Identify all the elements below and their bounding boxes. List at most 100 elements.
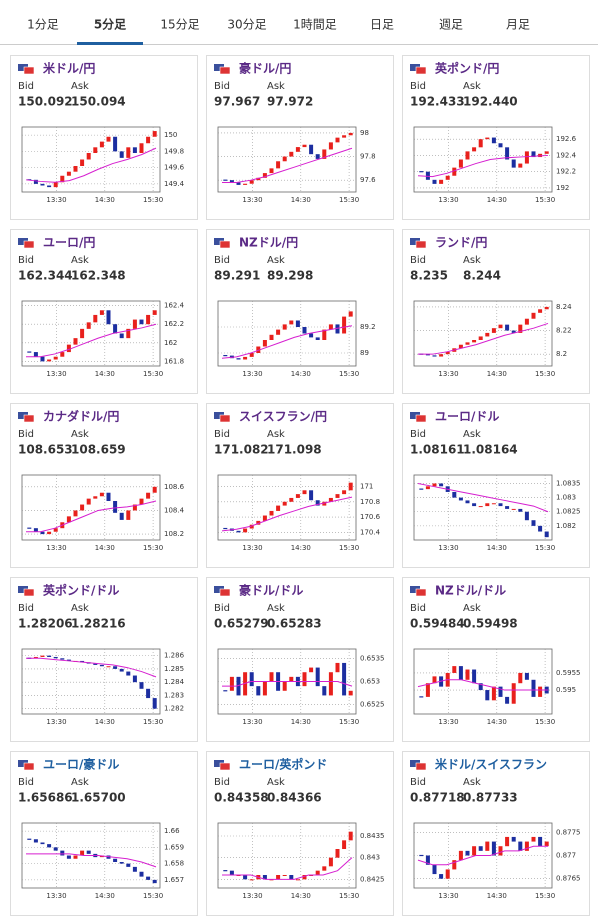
candle: [511, 836, 516, 842]
bid-label: Bid: [410, 429, 426, 440]
card-title[interactable]: 豪ドル/円: [239, 61, 291, 76]
x-tick-label: 13:30: [46, 370, 66, 378]
candle: [33, 352, 38, 357]
card-title[interactable]: NZドル/円: [239, 236, 298, 250]
flag: [214, 64, 224, 71]
ask-value: 108.659: [71, 443, 126, 457]
candle: [328, 324, 333, 330]
candle: [425, 855, 430, 865]
candle: [485, 332, 490, 337]
candle: [472, 846, 477, 856]
candle: [249, 180, 254, 184]
bid-value: 97.967: [214, 95, 260, 109]
plot-area: [413, 126, 553, 193]
candle: [458, 666, 463, 680]
y-tick-label: 150: [164, 131, 177, 139]
candle: [491, 841, 496, 856]
candle: [538, 309, 543, 313]
candle: [119, 512, 124, 520]
candle: [282, 681, 287, 691]
candle: [458, 159, 463, 168]
ask-label: Ask: [267, 777, 285, 788]
tab[interactable]: 30分足: [227, 18, 266, 32]
tab[interactable]: 週足: [439, 18, 463, 32]
ask-value: 0.87733: [463, 791, 518, 805]
card-title[interactable]: 英ポンド/円: [435, 61, 499, 76]
candle: [40, 842, 45, 845]
tab[interactable]: 1分足: [27, 18, 59, 32]
candle: [126, 863, 131, 867]
card-title[interactable]: カナダドル/円: [43, 409, 119, 424]
x-tick-label: 13:30: [438, 718, 458, 726]
moving-average: [26, 657, 157, 678]
card-title[interactable]: 米ドル/スイスフラン: [435, 757, 547, 772]
moving-average: [25, 147, 157, 183]
tab[interactable]: 月足: [506, 18, 530, 32]
card-title[interactable]: ユーロ/ドル: [435, 410, 499, 424]
y-tick-label: 8.22: [556, 327, 572, 335]
y-tick-label: 8.2: [556, 350, 567, 358]
x-tick-label: 15:30: [535, 718, 555, 726]
bid-value: 171.082: [214, 443, 269, 457]
tab[interactable]: 5分足: [94, 17, 126, 32]
candle: [335, 137, 340, 143]
candle: [282, 501, 287, 506]
x-tick-label: 13:30: [242, 370, 262, 378]
candle: [86, 153, 91, 160]
candle: [511, 683, 516, 704]
candle: [485, 503, 490, 507]
flag: [23, 414, 35, 423]
card-title[interactable]: NZドル/ドル: [435, 584, 506, 598]
candle: [60, 175, 65, 183]
candle: [505, 324, 510, 331]
tab[interactable]: 日足: [370, 18, 394, 32]
card-title[interactable]: ランド/円: [435, 236, 487, 250]
bid-value: 162.344: [18, 269, 73, 283]
candle: [348, 132, 353, 136]
flag: [23, 66, 35, 75]
ask-value: 192.440: [463, 95, 518, 109]
candle: [249, 672, 254, 687]
card-title[interactable]: 英ポンド/ドル: [43, 583, 119, 598]
candle: [152, 879, 157, 884]
candle: [93, 496, 98, 499]
ask-value: 171.098: [267, 443, 322, 457]
card-title[interactable]: スイスフラン/円: [239, 410, 327, 424]
candle: [465, 342, 470, 345]
plot-area: [21, 126, 161, 193]
ask-value: 150.094: [71, 95, 126, 109]
ask-value: 162.348: [71, 269, 126, 283]
candle: [322, 866, 327, 871]
candle: [472, 340, 477, 343]
flag: [410, 64, 420, 71]
bid-value: 1.08161: [410, 443, 465, 457]
flag: [219, 240, 231, 249]
candle: [445, 351, 450, 355]
ask-label: Ask: [267, 255, 285, 266]
tab[interactable]: 1時間足: [293, 18, 337, 32]
card-title[interactable]: 豪ドル/ドル: [239, 583, 303, 598]
tab[interactable]: 15分足: [160, 18, 199, 32]
candle: [518, 508, 523, 512]
x-tick-label: 13:30: [46, 544, 66, 552]
bid-value: 192.433: [410, 95, 465, 109]
card-title[interactable]: 米ドル/円: [43, 61, 95, 76]
x-tick-label: 14:30: [291, 196, 311, 204]
card-title[interactable]: ユーロ/豪ドル: [43, 757, 119, 772]
candle: [328, 672, 333, 696]
bid-label: Bid: [410, 81, 426, 92]
flag: [410, 760, 420, 767]
x-tick-label: 15:30: [143, 196, 163, 204]
card-title[interactable]: ユーロ/円: [43, 236, 95, 250]
card-title[interactable]: ユーロ/英ポンド: [239, 757, 327, 772]
moving-average: [221, 325, 353, 359]
candle: [348, 482, 353, 491]
candle: [485, 690, 490, 701]
flag: [410, 238, 420, 245]
flag: [219, 588, 231, 597]
ask-label: Ask: [463, 429, 481, 440]
candle: [302, 672, 307, 687]
ask-label: Ask: [463, 603, 481, 614]
y-tick-label: 97.8: [360, 153, 376, 161]
candle: [262, 173, 267, 178]
